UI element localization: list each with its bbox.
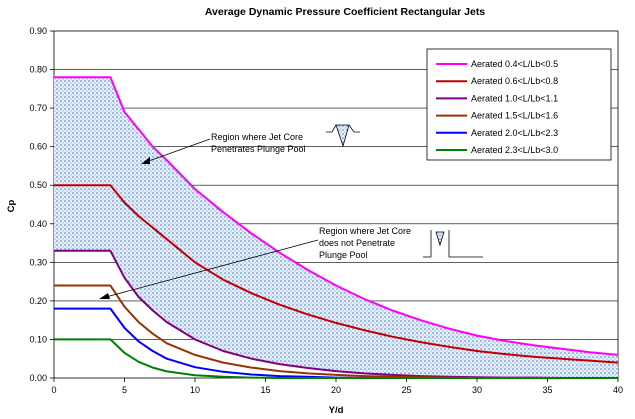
legend-box [426,48,612,161]
legend-label: Aerated 0.6<L/Lb<0.8 [471,76,558,86]
series-line-6 [54,338,618,379]
annotation-text: Plunge Pool [319,250,368,260]
y-tick-label: 0.10 [29,334,47,344]
x-axis: 0 5 10 15 20 25 30 35 40 [51,378,623,395]
legend-label: Aerated 1.5<L/Lb<1.6 [471,111,558,121]
y-tick-label: 0.30 [29,257,47,267]
annotation-text: Region where Jet Core [211,132,303,142]
y-axis: 0.00 0.10 0.20 0.30 0.40 0.50 0.60 0.70 0.80 0.90 [29,26,54,383]
y-tick-label: 0.60 [29,142,47,152]
annotation-core-penetrates: Region where Jet Core Penetrates Plunge … [141,132,306,164]
x-tick-label: 35 [542,385,552,395]
x-tick-label: 15 [260,385,270,395]
x-axis-label: Y/d [329,405,344,416]
y-tick-label: 0.70 [29,103,47,113]
x-tick-label: 5 [122,385,127,395]
legend-label: Aerated 2.3<L/Lb<3.0 [471,145,558,155]
annotation-arrow [145,138,211,163]
x-tick-label: 40 [613,385,623,395]
x-tick-label: 20 [331,385,341,395]
jet-core-not-penetrating-icon [423,230,483,258]
series-line-1 [54,76,619,356]
legend-label: Aerated 0.4<L/Lb<0.5 [471,59,558,69]
y-tick-label: 0.90 [29,26,47,36]
y-tick-label: 0.50 [29,180,47,190]
y-tick-label: 0.80 [29,65,47,75]
arrowhead-icon [99,293,110,299]
x-tick-label: 30 [472,385,482,395]
jet-core-penetrating-icon [326,124,360,148]
y-tick-label: 0.00 [29,373,47,383]
series-line-2 [54,184,619,364]
x-tick-label: 25 [401,385,411,395]
legend-label: Aerated 2.0<L/Lb<2.3 [471,128,558,138]
y-tick-label: 0.40 [29,219,47,229]
series-lines [54,76,619,379]
arrowhead-icon [141,157,150,164]
chart-title: Average Dynamic Pressure Coefficient Rec… [205,6,485,18]
x-tick-label: 10 [190,385,200,395]
shaded-region [54,77,618,379]
legend: Aerated 0.4<L/Lb<0.5 Aerated 0.6<L/Lb<0.8… [426,48,612,161]
annotation-arrow [105,239,319,298]
y-tick-label: 0.20 [29,296,47,306]
y-axis-label: Cp [6,199,17,212]
legend-label: Aerated 1.0<L/Lb<1.1 [471,93,558,103]
shaded-region-fill [54,77,618,379]
annotation-text: Penetrates Plunge Pool [211,144,306,154]
annotation-core-not-penetrate: Region where Jet Core does not Penetrate… [99,226,411,299]
annotation-text: does not Penetrate [319,238,395,248]
x-tick-label: 0 [51,385,56,395]
annotation-text: Region where Jet Core [319,226,411,236]
